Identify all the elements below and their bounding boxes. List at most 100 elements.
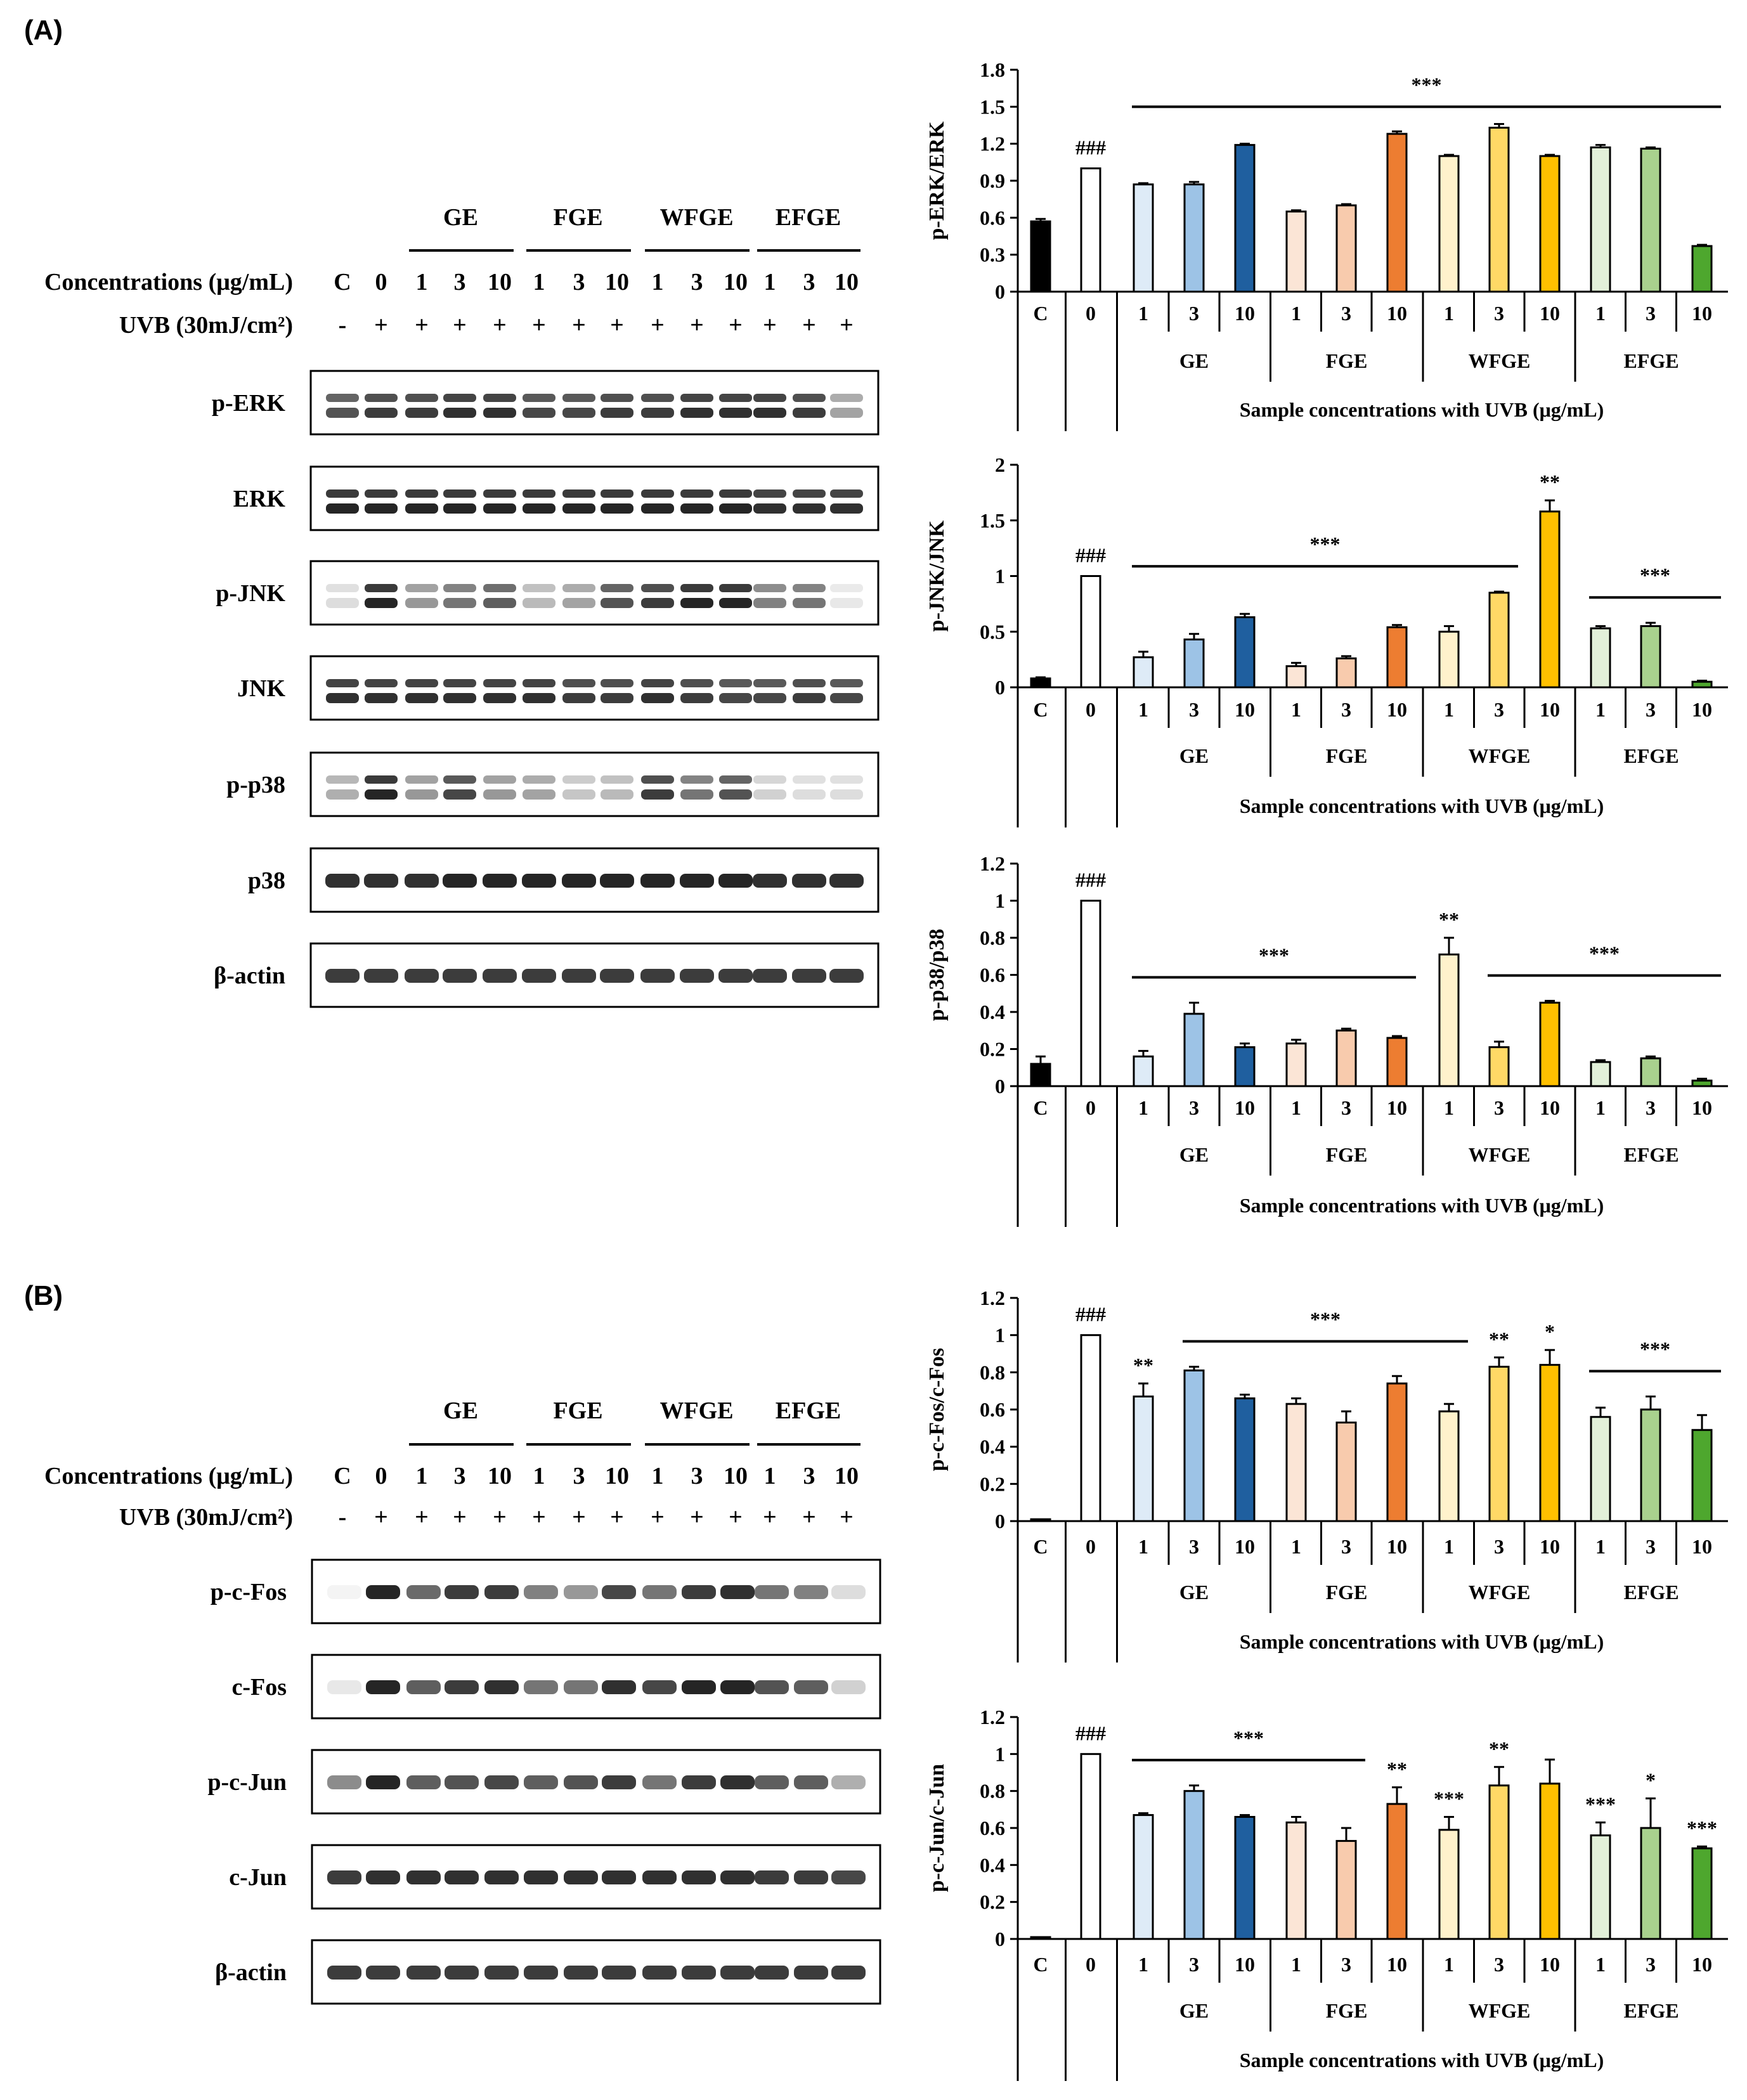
- blot-band: [445, 1680, 479, 1694]
- blot-band: [483, 394, 516, 402]
- blot-band: [366, 1966, 400, 1980]
- bar: [1133, 1055, 1154, 1087]
- x-category-label: 10: [1692, 1953, 1712, 1976]
- blot-band: [364, 969, 398, 983]
- uvb-cell: +: [415, 1504, 429, 1531]
- blot-band: [326, 503, 359, 514]
- blot-band: [523, 489, 555, 498]
- blot-band: [365, 679, 398, 687]
- blot-band: [405, 693, 438, 703]
- blot-band: [443, 584, 476, 592]
- blot-band: [830, 679, 863, 687]
- blot-band: [562, 693, 595, 703]
- blot-row: p38: [248, 847, 880, 913]
- blot-band: [405, 584, 438, 592]
- concentrations-row-label: Concentrations (μg/mL): [44, 1463, 293, 1489]
- bar: [1386, 626, 1408, 689]
- x-group-label: FGE: [1326, 1999, 1368, 2022]
- blot-band: [753, 789, 786, 800]
- blot-band: [523, 775, 555, 784]
- blot-band: [524, 1966, 558, 1980]
- blot-band: [522, 969, 556, 983]
- significance-label: **: [1439, 908, 1459, 931]
- blot-band: [601, 679, 633, 687]
- blot-protein-label: β-actin: [214, 963, 285, 989]
- y-axis-label: p-c-Fos/c-Fos: [925, 1348, 949, 1472]
- x-category-label: 10: [1692, 698, 1712, 721]
- blot-band: [641, 408, 674, 418]
- hash-significance-label: ###: [1075, 869, 1106, 891]
- blot-protein-label: p-c-Fos: [211, 1579, 287, 1605]
- uvb-cell: +: [802, 312, 816, 339]
- blot-strip: [309, 370, 880, 436]
- bar: [1183, 638, 1205, 689]
- blot-band: [680, 693, 713, 703]
- blot-band: [794, 1585, 828, 1599]
- blot-band: [793, 693, 826, 703]
- blot-band: [405, 598, 438, 608]
- blot-band: [443, 394, 476, 402]
- x-category-label: C: [1033, 302, 1048, 325]
- blot-band: [718, 969, 753, 983]
- blot-band: [562, 394, 595, 402]
- y-tick-label: 0.2: [980, 1891, 1005, 1914]
- blot-band: [682, 1775, 716, 1789]
- uvb-cell: +: [651, 312, 665, 339]
- blot-band: [483, 584, 516, 592]
- significance-label: ***: [1687, 1817, 1717, 1839]
- blot-group-label: EFGE: [776, 204, 841, 231]
- bar: [1488, 592, 1510, 689]
- blot-group-label: WFGE: [659, 204, 733, 231]
- concentration-cell: 1: [764, 269, 776, 295]
- significance-label: ***: [1412, 73, 1442, 96]
- uvb-cell: +: [651, 1504, 665, 1531]
- blot-band: [753, 489, 786, 498]
- blot-band: [601, 489, 633, 498]
- blot-band: [326, 679, 359, 687]
- blot-band: [523, 503, 555, 514]
- y-tick-label: 0.8: [980, 1780, 1005, 1803]
- blot-band: [483, 789, 516, 800]
- y-tick-label: 0.4: [980, 1853, 1005, 1876]
- blot-band: [562, 874, 596, 888]
- blot-band: [831, 1966, 866, 1980]
- y-tick-label: 1: [995, 1742, 1005, 1765]
- blot-protein-label: c-Fos: [231, 1674, 287, 1701]
- blot-band: [564, 1585, 598, 1599]
- significance-label: *: [1646, 1768, 1656, 1791]
- bar: [1335, 1422, 1357, 1522]
- blot-band: [680, 598, 713, 608]
- uvb-cell: +: [763, 1504, 777, 1531]
- y-tick-label: 0.6: [980, 1817, 1005, 1839]
- blot-band: [524, 1585, 558, 1599]
- blot-row: p-c-Jun: [207, 1749, 881, 1815]
- y-tick-label: 1.8: [980, 58, 1005, 81]
- y-axis-label: p-p38/p38: [925, 929, 949, 1021]
- blot-band: [642, 1585, 677, 1599]
- blot-band: [327, 1870, 361, 1884]
- blot-band: [327, 1585, 361, 1599]
- blot-band: [719, 394, 752, 402]
- bar: [1386, 1382, 1408, 1522]
- x-category-label: 0: [1086, 1096, 1096, 1119]
- bar: [1691, 1079, 1713, 1087]
- blot-band: [755, 1585, 789, 1599]
- concentration-cell: 10: [724, 1463, 748, 1489]
- x-group-label: GE: [1179, 349, 1209, 372]
- x-category-label: 1: [1138, 302, 1148, 325]
- blot-band: [483, 969, 517, 983]
- blot-band: [793, 408, 826, 418]
- chart-1: p-ERK/ERK 0 0.3 0.6 0.9 1.2 1.5 1.8 C 0 1 3 10 1 3 10 1 3…: [925, 58, 1728, 431]
- blot-band: [562, 775, 595, 784]
- bar: [1183, 1790, 1205, 1940]
- blot-band: [680, 874, 714, 888]
- blot-band: [794, 1680, 828, 1694]
- x-category-label: 10: [1540, 698, 1560, 721]
- bar: [1285, 1042, 1307, 1087]
- blot-band: [601, 408, 633, 418]
- blot-band: [562, 679, 595, 687]
- blot-band: [564, 1680, 598, 1694]
- y-tick-label: 0.6: [980, 1398, 1005, 1421]
- blot-band: [483, 775, 516, 784]
